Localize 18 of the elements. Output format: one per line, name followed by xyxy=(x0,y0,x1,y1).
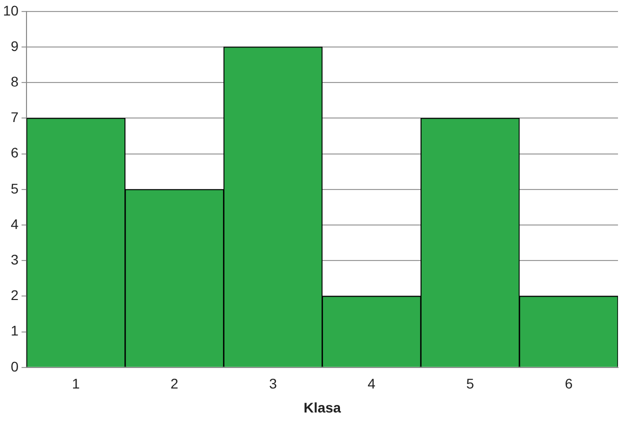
y-tick-label: 9 xyxy=(10,38,19,54)
y-tick-label: 1 xyxy=(10,322,19,339)
x-tick-label: 5 xyxy=(466,376,474,392)
x-axis-title: Klasa xyxy=(304,399,342,416)
y-tick-label: 7 xyxy=(10,109,19,126)
y-tick-label: 10 xyxy=(2,2,19,18)
y-tick-label: 8 xyxy=(10,73,19,90)
x-tick-label: 6 xyxy=(564,376,573,392)
x-tick-label: 1 xyxy=(72,376,80,392)
x-tick-label: 3 xyxy=(269,376,278,392)
y-tick-label: 4 xyxy=(10,216,19,232)
y-tick-label: 2 xyxy=(10,287,19,304)
y-tick-label: 0 xyxy=(10,358,19,374)
x-tick-label: 2 xyxy=(170,376,179,392)
y-tick-label: 3 xyxy=(10,251,19,268)
y-tick-label: 6 xyxy=(10,144,19,161)
x-tick-label: 4 xyxy=(368,376,376,392)
y-tick-label: 5 xyxy=(10,180,19,196)
